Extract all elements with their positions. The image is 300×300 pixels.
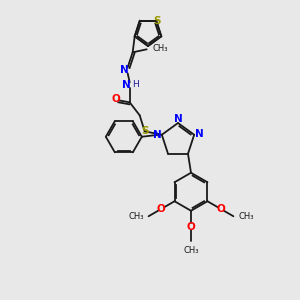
Text: O: O — [187, 222, 195, 232]
Text: CH₃: CH₃ — [128, 212, 144, 221]
Text: O: O — [156, 204, 165, 214]
Text: N: N — [154, 130, 162, 140]
Text: N: N — [195, 129, 203, 139]
Text: S: S — [154, 16, 161, 26]
Text: N: N — [122, 80, 131, 90]
Text: H: H — [132, 80, 139, 89]
Text: CH₃: CH₃ — [153, 44, 168, 53]
Text: CH₃: CH₃ — [183, 246, 199, 255]
Text: N: N — [174, 114, 182, 124]
Text: O: O — [217, 204, 226, 214]
Text: CH₃: CH₃ — [238, 212, 254, 221]
Text: S: S — [141, 126, 148, 136]
Text: O: O — [111, 94, 120, 104]
Text: N: N — [120, 65, 129, 75]
